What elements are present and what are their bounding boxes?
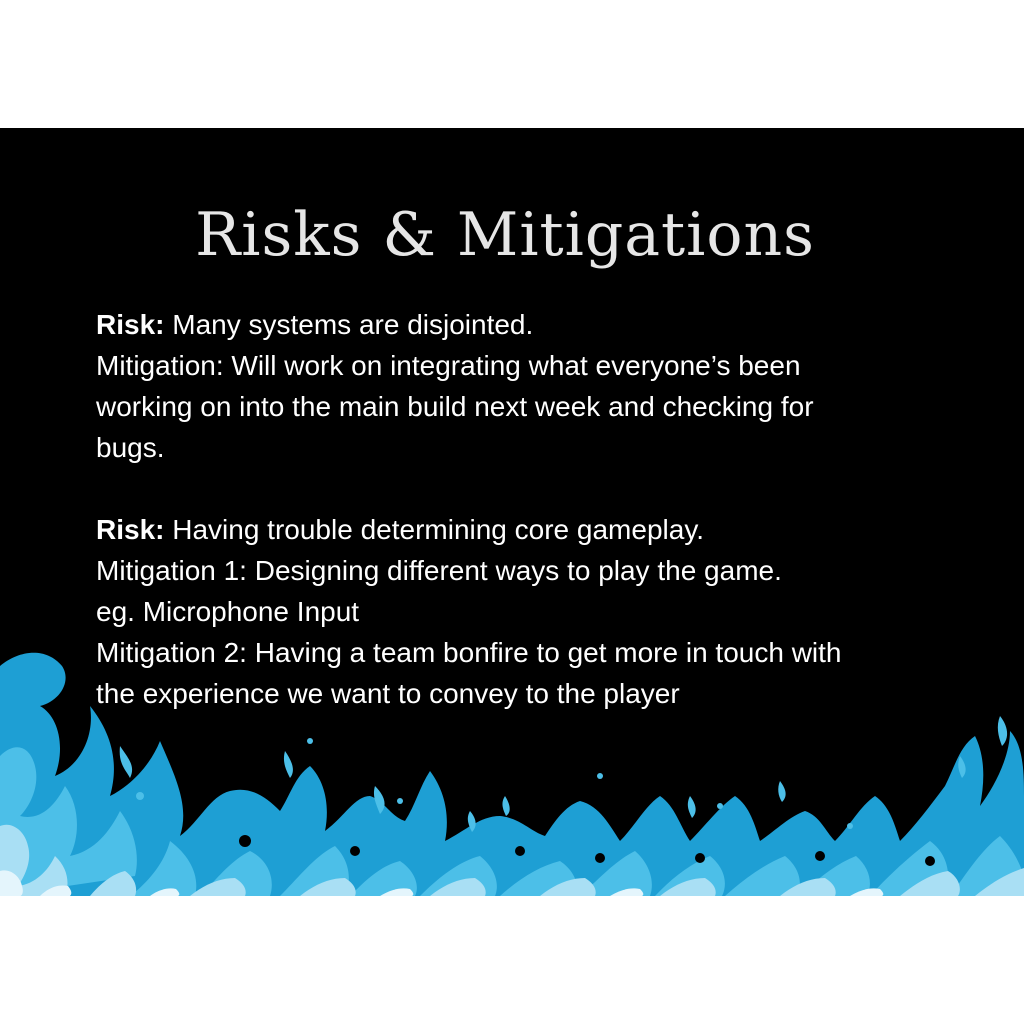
risk-2-label: Risk: — [96, 514, 165, 545]
flame-curls — [239, 835, 935, 866]
risk-1-mitigation-line: working on into the main build next week… — [96, 391, 814, 422]
flame-back-layer — [0, 652, 1024, 896]
risk-2-line: Risk: Having trouble determining core ga… — [96, 509, 996, 550]
slide-title: Risks & Mitigations — [195, 200, 815, 270]
risk-1-text: Many systems are disjointed. — [164, 309, 534, 340]
risk-2-text: Having trouble determining core gameplay… — [164, 514, 705, 545]
flame-sparks — [119, 716, 1008, 832]
flame-mid-layer — [0, 747, 1024, 896]
risk-2-mitigation-line: Mitigation 1: Designing different ways t… — [96, 555, 782, 586]
risk-1-mitigation-line: Mitigation: Will work on integrating wha… — [96, 350, 801, 381]
risk-1-label: Risk: — [96, 309, 165, 340]
risk-1-mitigation-line: bugs. — [96, 432, 165, 463]
slide-body: Risk: Many systems are disjointed. Mitig… — [96, 304, 996, 714]
blue-flames-icon — [0, 652, 1024, 896]
risk-2-mitigation-line: the experience we want to convey to the … — [96, 678, 680, 709]
slide: Risks & Mitigations Risk: Many systems a… — [0, 128, 1024, 896]
flame-light-layer — [0, 824, 1024, 896]
risk-2-mitigation-line: eg. Microphone Input — [96, 596, 360, 627]
risk-2-mitigation-line: Mitigation 2: Having a team bonfire to g… — [96, 637, 842, 668]
risk-1-line: Risk: Many systems are disjointed. — [96, 304, 996, 345]
blank-spacer — [96, 468, 996, 509]
